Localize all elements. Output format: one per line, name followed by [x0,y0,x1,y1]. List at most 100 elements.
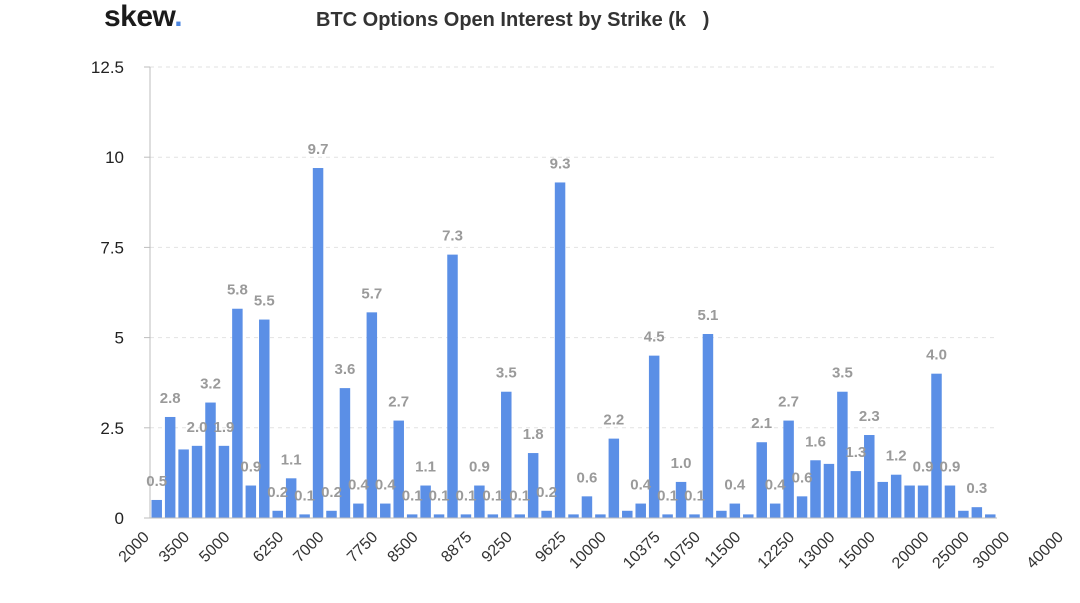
bar [353,503,364,518]
x-tick-label: 15000 [835,529,879,573]
bar [393,420,404,518]
bar [971,507,983,518]
data-label: 1.6 [805,433,826,450]
data-label: 3.2 [200,376,221,393]
bar [205,402,216,518]
x-tick-label: 10000 [566,529,610,573]
bar [433,514,445,518]
bar [191,445,203,518]
x-tick-label: 5000 [196,529,233,566]
data-label: 2.3 [859,408,880,425]
data-label: 0.9 [940,459,961,476]
bar [729,503,741,518]
x-tick-label: 13000 [795,529,839,573]
data-label: 0.5 [146,473,167,490]
bar [783,420,794,518]
data-label: 5.1 [698,307,719,324]
data-label: 3.5 [496,365,517,382]
bar [890,474,902,518]
y-tick-label: 10 [105,148,124,167]
bar [460,514,472,518]
bar [447,254,458,518]
data-label: 0.4 [630,477,652,494]
bar [877,481,888,518]
bar [608,438,620,518]
bar [985,514,996,518]
data-label: 0.1 [294,487,315,504]
bar [554,182,566,518]
x-tick-label: 12250 [755,529,799,573]
bar [245,485,257,518]
bar [904,485,915,518]
bar [662,514,673,518]
bar [622,510,633,518]
x-tick-label: 6250 [250,529,287,566]
x-tick-label: 7000 [290,529,327,566]
bar [339,388,351,518]
bar [689,514,700,518]
data-label: 5.8 [227,282,248,299]
data-label: 4.0 [926,347,947,364]
bar [272,510,283,518]
data-label: 3.6 [335,361,356,378]
bar [635,503,646,518]
x-tick-label: 7750 [344,529,381,566]
y-tick-label: 5 [115,329,124,348]
data-label: 5.5 [254,293,275,310]
x-axis: 2000 3500 5000 6250 7000 7750 8500 8875 9250 9625… [116,517,1068,573]
bar [864,435,875,518]
data-label: 0.4 [348,477,370,494]
bar [837,391,848,518]
data-label: 0.2 [267,484,288,501]
bar [487,514,499,518]
data-label: 2.1 [751,415,772,432]
x-tick-label: 11500 [702,529,745,572]
data-label: 5.7 [361,285,382,302]
bar [850,471,862,518]
data-label: 0.2 [536,484,557,501]
x-tick-label: 40000 [1024,529,1068,573]
data-label: 3.5 [832,365,853,382]
data-label: 1.1 [415,459,436,476]
bar [595,514,606,518]
data-label: 0.2 [321,484,342,501]
bar [285,478,297,518]
x-tick-label: 9625 [532,529,569,566]
data-label: 0.9 [913,459,934,476]
data-label: 1.0 [671,455,692,472]
bar [702,333,714,518]
bar [796,496,808,518]
data-label: 9.3 [550,155,571,172]
data-label: 1.2 [886,448,907,465]
bar [944,485,956,518]
bar [769,503,781,518]
y-tick-label: 2.5 [100,419,124,438]
data-label: 4.5 [644,329,665,346]
bars [151,168,996,519]
data-label: 0.3 [966,480,987,497]
data-label: 2.7 [778,394,799,411]
bar [406,514,418,518]
y-tick-label: 0 [115,509,124,528]
data-label: 0.1 [402,487,423,504]
logo-text: skew [104,0,175,33]
data-label: 0.1 [456,487,477,504]
x-tick-label: 3500 [156,529,193,566]
data-label: 0.1 [684,487,705,504]
bar [568,514,579,518]
y-tick-label: 12.5 [91,58,124,77]
bar [164,416,176,518]
x-tick-label: 9250 [479,529,516,566]
data-labels: 0.5 2.8 2.0 3.2 1.9 5.8 0.9 5.5 0.2 1.1 0.1 9.7 0.2 3… [146,141,987,504]
x-tick-label: 25000 [929,529,973,573]
bar [178,449,189,518]
data-label: 9.7 [308,141,329,158]
data-label: 0.9 [469,459,490,476]
chart-title: BTC Options Open Interest by Strike (k ) [316,9,710,31]
data-label: 0.6 [792,469,813,486]
y-axis: 0 2.5 5 7.5 10 12.5 [91,58,151,528]
bar [151,499,162,518]
data-label: 0.6 [577,469,598,486]
bar [917,485,929,518]
